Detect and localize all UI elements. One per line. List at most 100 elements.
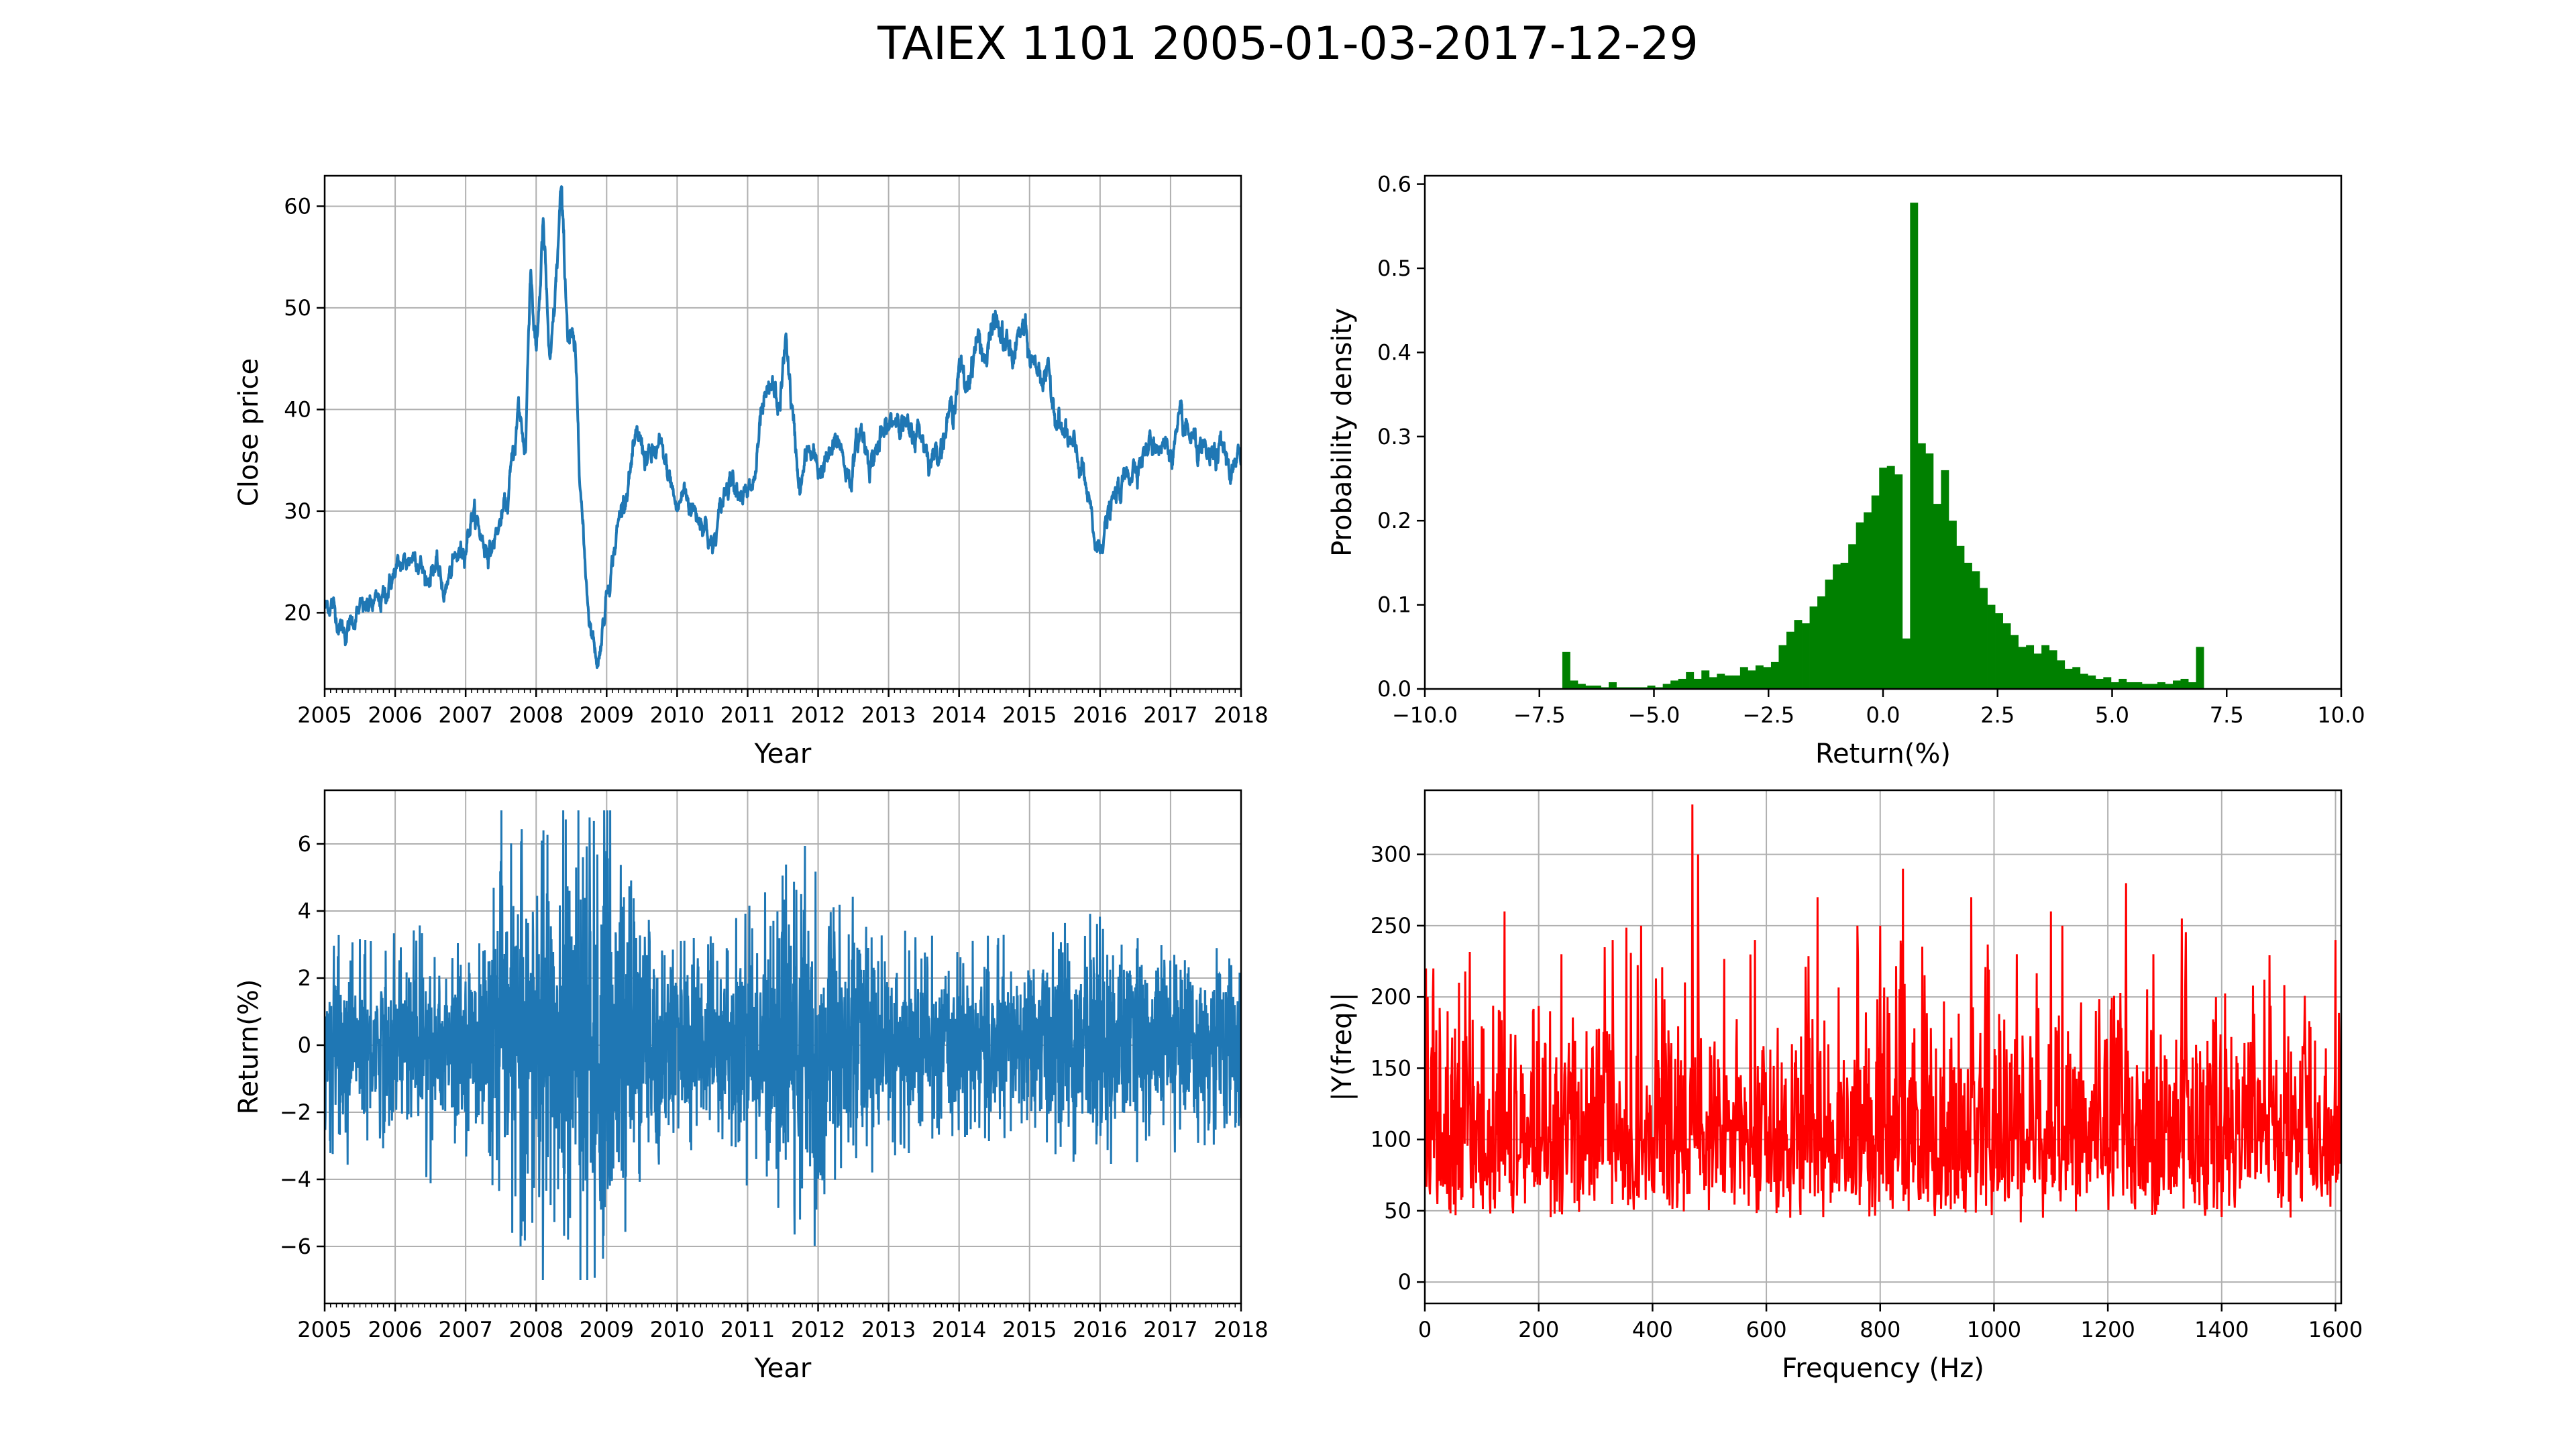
y-axis-label: Return(%): [233, 979, 264, 1115]
histogram-bar: [1624, 687, 1632, 689]
y-tick-label: 0: [1398, 1269, 1411, 1295]
histogram-bar: [1670, 680, 1679, 689]
histogram-bar: [2088, 675, 2096, 689]
histogram-bar: [2095, 678, 2104, 689]
histogram-bar: [1755, 665, 1764, 689]
histogram-bar: [2080, 674, 2088, 689]
histogram-bar: [1910, 203, 1919, 689]
axes: 2005 2006 2007 2008 2009 2010 2011 2012 2013 2014…: [280, 789, 1269, 1342]
histogram-bar: [2033, 653, 2042, 689]
y-tick-label: 50: [1384, 1198, 1411, 1224]
histogram-bar: [1640, 687, 1648, 689]
axes-frame: [323, 174, 1242, 690]
axes: −10.0 −7.5 −5.0 −2.5 0.0 2.5 5.0 7.5 10.0 0.0 0.1 0…: [1377, 172, 2365, 728]
y-tick-label: 30: [284, 498, 311, 524]
histogram-bar: [1886, 466, 1895, 689]
y-tick-label: 4: [298, 898, 311, 924]
histogram-bar: [1941, 470, 1949, 689]
x-tick-label: 2018: [1214, 702, 1268, 728]
histogram-bar: [2026, 645, 2035, 689]
histogram-bar: [1925, 453, 1934, 689]
histogram-bar: [1802, 623, 1810, 689]
histogram-bar: [1770, 661, 1779, 689]
histogram-bar: [1917, 443, 1926, 689]
histogram-bar: [2002, 623, 2011, 689]
y-tick-label: 50: [284, 295, 311, 321]
histogram-bar: [1778, 645, 1787, 689]
histogram-bar: [1948, 521, 1957, 689]
figure-title: TAIEX 1101 2005-01-03-2017-12-29: [877, 17, 1699, 70]
histogram-bar: [1848, 544, 1857, 689]
x-tick-label: 2012: [791, 1317, 845, 1342]
histogram-bar: [2018, 647, 2027, 689]
x-tick-label: 2009: [580, 702, 634, 728]
plot-area: [1562, 203, 2204, 689]
x-tick-label: 400: [1632, 1317, 1673, 1342]
axes-frame: [1424, 174, 2343, 690]
x-tick-label: 2016: [1073, 702, 1127, 728]
spectrum-magnitude-line: [1425, 804, 2341, 1223]
histogram-bar: [1987, 604, 1996, 689]
histogram-bar: [2064, 668, 2073, 689]
histogram-bar: [1585, 685, 1594, 689]
histogram-bar: [1724, 675, 1733, 689]
histogram-bar: [2057, 660, 2065, 689]
y-tick-label: 6: [298, 831, 311, 857]
y-tick-label: 0.3: [1377, 424, 1411, 449]
histogram-bar: [1856, 522, 1864, 689]
histogram-bar: [1794, 620, 1803, 689]
histogram-bar: [2173, 680, 2181, 689]
x-tick-label: 1400: [2194, 1317, 2249, 1342]
x-tick-label: 2017: [1143, 702, 1197, 728]
histogram-bar: [1678, 678, 1686, 689]
x-tick-label: 2009: [580, 1317, 634, 1342]
y-tick-label: 0: [298, 1032, 311, 1058]
histogram-bar: [1864, 512, 1872, 689]
histogram-bar: [1786, 631, 1794, 689]
x-tick-label: 2008: [509, 702, 564, 728]
return-histogram-chart: −10.0 −7.5 −5.0 −2.5 0.0 2.5 5.0 7.5 10.0 0.0 0.1 0…: [1327, 172, 2365, 769]
axes-frame: [1424, 789, 2343, 1305]
y-axis-label: Close price: [233, 358, 264, 506]
x-tick-label: 2008: [509, 1317, 564, 1342]
x-tick-label: 2013: [861, 702, 916, 728]
y-tick-label: −6: [280, 1234, 311, 1259]
histogram-bar: [1570, 680, 1578, 689]
histogram-bar: [2188, 682, 2196, 689]
x-tick-label: 2010: [650, 1317, 704, 1342]
plot-area: [1425, 804, 2341, 1223]
x-tick-label: −5.0: [1628, 702, 1680, 728]
x-tick-label: 2014: [932, 702, 986, 728]
x-tick-label: 2006: [368, 1317, 422, 1342]
x-tick-label: 2007: [438, 702, 492, 728]
histogram-bar: [1972, 571, 1980, 689]
y-tick-label: −4: [280, 1167, 311, 1192]
histogram-bar: [1964, 562, 1972, 689]
x-tick-label: −2.5: [1742, 702, 1794, 728]
histogram-bar: [1709, 677, 1717, 689]
histogram-bar: [1809, 606, 1818, 689]
histogram-bar: [1662, 684, 1671, 689]
histogram-bar: [2196, 647, 2204, 689]
frequency-spectrum-chart: 0 200 400 600 800 1000 1200 1400 1600 0 50 100 150 20…: [1327, 789, 2363, 1384]
y-tick-label: 250: [1371, 913, 1411, 938]
x-tick-label: 2016: [1073, 1317, 1127, 1342]
y-axis-label: |Y(freq)|: [1327, 992, 1358, 1101]
histogram-bar: [1825, 579, 1833, 689]
histogram-bar: [1609, 682, 1617, 689]
histogram-bar: [1693, 678, 1702, 689]
histogram-bar: [1601, 687, 1609, 689]
histogram-bar: [2049, 650, 2057, 689]
histogram-bar: [1840, 562, 1849, 689]
histogram-bar: [1732, 675, 1741, 689]
histogram-bar: [1647, 685, 1656, 689]
x-tick-label: 2017: [1143, 1317, 1197, 1342]
x-tick-label: 2006: [368, 702, 422, 728]
histogram-bar: [1817, 596, 1825, 689]
histogram-bar: [1686, 672, 1695, 689]
histogram-bar: [1562, 651, 1570, 689]
histogram-bar: [2118, 678, 2127, 689]
x-tick-label: 5.0: [2095, 702, 2129, 728]
x-tick-label: −10.0: [1392, 702, 1458, 728]
